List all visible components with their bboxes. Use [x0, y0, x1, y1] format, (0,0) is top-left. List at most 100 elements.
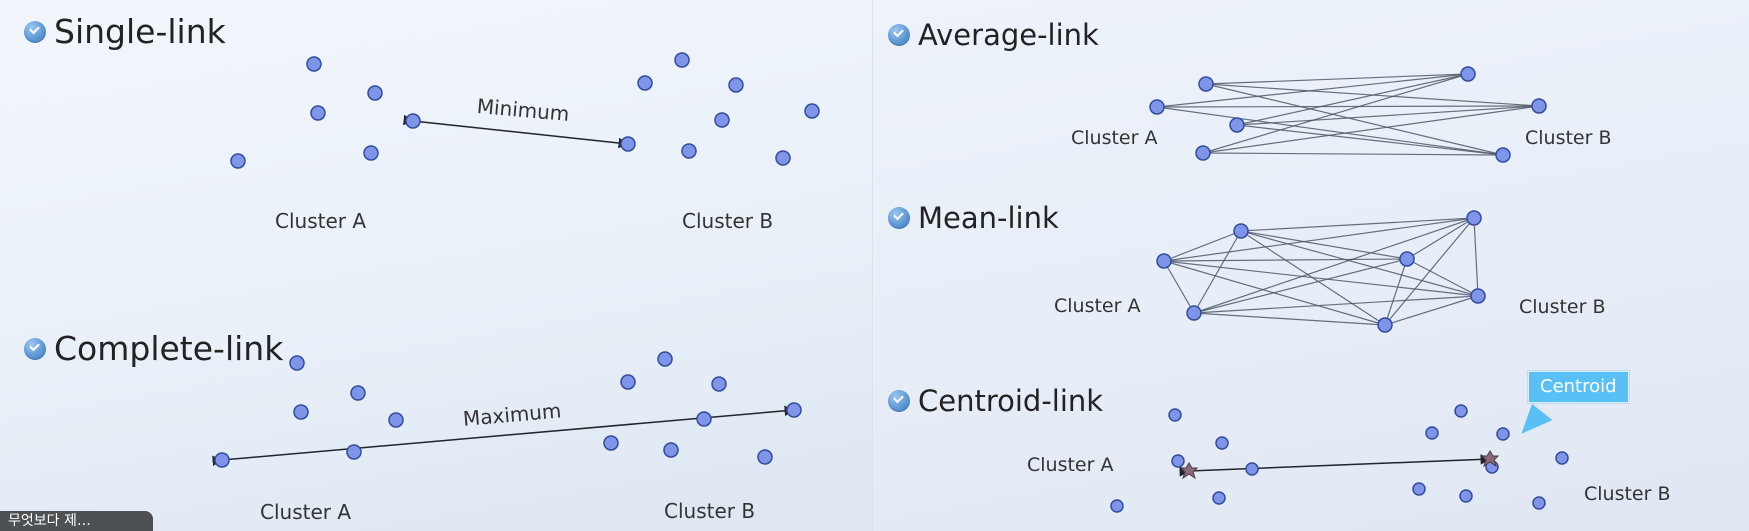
average-link-title: Average-link [918, 18, 1099, 52]
mean-cluster-b-point [1466, 210, 1482, 226]
complete-cluster-b-point [603, 435, 619, 451]
mean-link-heading: Mean-link [888, 201, 1059, 235]
centroid-cluster-b-point [1412, 482, 1426, 496]
complete-cluster-b-point [711, 376, 727, 392]
centroid-link-heading: Centroid-link [888, 384, 1103, 418]
centroid-cluster-a-point [1171, 454, 1185, 468]
mean-link-diagram [1156, 210, 1486, 333]
single-cluster-b-point [775, 150, 791, 166]
complete-cluster-a-point [350, 385, 366, 401]
single-cluster-b-point [620, 136, 636, 152]
mean-link-line [1234, 226, 1479, 298]
centroid-b-star-icon [1480, 450, 1500, 468]
single-cluster-b-point [804, 103, 820, 119]
average-link-diagram [1149, 66, 1547, 163]
average-cluster-b-label: Cluster B [1525, 127, 1612, 149]
mean-link-line [1400, 253, 1479, 297]
average-cluster-a-point [1195, 145, 1211, 161]
mean-link-line [1188, 257, 1408, 318]
mean-link-line [1188, 309, 1386, 328]
complete-cluster-a-point [214, 452, 230, 468]
centroid-a-star-icon [1179, 462, 1199, 480]
check-circle-icon [888, 24, 910, 46]
complete-cluster-a-point [293, 404, 309, 420]
complete-cluster-b-point [696, 411, 712, 427]
mean-cluster-b-point [1377, 317, 1393, 333]
complete-cluster-b-point [786, 402, 802, 418]
mean-cluster-a-label: Cluster A [1054, 295, 1141, 317]
check-circle-icon [888, 390, 910, 412]
centroid-link-title: Centroid-link [918, 384, 1104, 418]
mean-link-line [1157, 230, 1242, 266]
complete-cluster-b-point [757, 449, 773, 465]
complete-cluster-b-point [657, 351, 673, 367]
single-cluster-a-point [405, 113, 421, 129]
average-cluster-a-point [1198, 76, 1214, 92]
complete-cluster-b-label: Cluster B [664, 499, 756, 523]
average-cluster-a-point [1149, 99, 1165, 115]
centroid-callout: Centroid [1528, 371, 1629, 403]
mean-link-line [1470, 212, 1481, 297]
single-cluster-a-point [367, 85, 383, 101]
average-cluster-b-point [1460, 66, 1476, 82]
check-circle-icon [888, 207, 910, 229]
mean-cluster-a-point [1186, 305, 1202, 321]
centroid-cluster-a-label: Cluster A [1027, 454, 1114, 476]
mean-cluster-a-point [1233, 223, 1249, 239]
single-link-heading: Single-link [24, 12, 226, 51]
average-link-line [1151, 103, 1540, 111]
mean-link-line [1235, 215, 1475, 235]
average-cluster-a-label: Cluster A [1071, 127, 1158, 149]
mean-link-title: Mean-link [918, 201, 1059, 235]
mean-link-line [1235, 227, 1408, 262]
mean-link-line [1383, 252, 1412, 326]
single-link-diagram [230, 52, 820, 169]
complete-cluster-b-point [663, 442, 679, 458]
complete-cluster-a-point [289, 355, 305, 371]
centroid-cluster-b-label: Cluster B [1584, 483, 1671, 505]
single-cluster-a-label: Cluster A [275, 209, 367, 233]
centroid-cluster-b-point [1459, 489, 1473, 503]
single-cluster-a-point [363, 145, 379, 161]
single-cluster-b-point [728, 77, 744, 93]
complete-cluster-b-point [620, 374, 636, 390]
centroid-cluster-b-point [1425, 426, 1439, 440]
check-circle-icon [24, 20, 46, 43]
centroid-cluster-a-point [1215, 436, 1229, 450]
mean-link-line [1234, 225, 1386, 326]
single-link-minimum-line [403, 114, 630, 149]
centroid-cluster-b-point [1454, 404, 1468, 418]
centroid-cluster-b-point [1555, 451, 1569, 465]
centroid-cluster-b-point [1532, 496, 1546, 510]
complete-link-heading: Complete-link [24, 329, 283, 368]
single-link-title: Single-link [54, 12, 226, 51]
centroid-cluster-a-point [1245, 462, 1259, 476]
centroid-cluster-b-point [1496, 427, 1510, 441]
average-link-heading: Average-link [888, 18, 1099, 52]
average-link-line [1197, 103, 1540, 157]
single-cluster-a-point [230, 153, 246, 169]
average-cluster-b-point [1531, 98, 1547, 114]
check-circle-icon [24, 337, 46, 360]
mean-link-line [1384, 211, 1480, 326]
single-cluster-a-point [310, 105, 326, 121]
complete-cluster-a-point [388, 412, 404, 428]
single-cluster-b-label: Cluster B [682, 209, 774, 233]
mean-cluster-a-point [1156, 253, 1172, 269]
centroid-cluster-a-point [1110, 499, 1124, 513]
single-cluster-b-point [637, 75, 653, 91]
mean-link-line [1384, 291, 1485, 327]
mean-cluster-b-point [1470, 288, 1486, 304]
single-cluster-b-point [714, 112, 730, 128]
single-cluster-b-point [681, 143, 697, 159]
centroid-link-line [1179, 454, 1492, 477]
average-cluster-a-point [1229, 117, 1245, 133]
average-cluster-b-point [1495, 147, 1511, 163]
mean-cluster-b-point [1399, 251, 1415, 267]
single-cluster-b-point [674, 52, 690, 68]
complete-cluster-a-label: Cluster A [260, 500, 352, 524]
bottom-corner-badge: 무엇보다 제… [0, 511, 153, 531]
mean-link-line [1158, 215, 1475, 265]
centroid-cluster-a-point [1168, 408, 1182, 422]
